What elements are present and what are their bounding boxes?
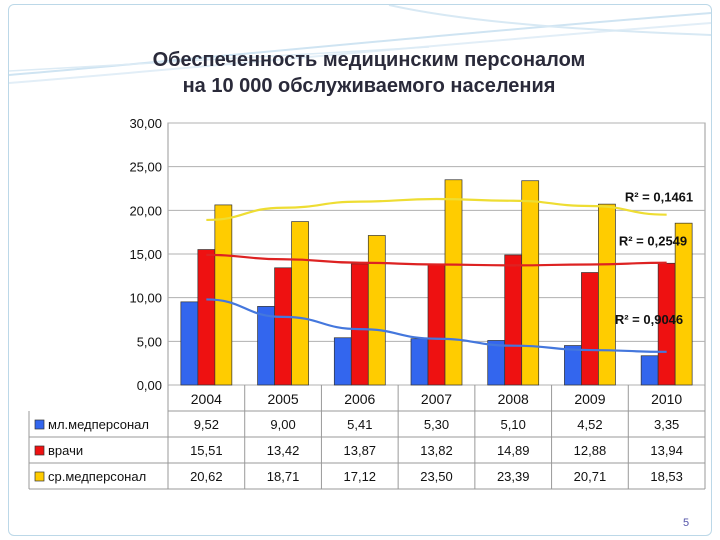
bar-врачи [581,272,599,386]
chart-container: 0,00 5,00 10,00 15,00 20,00 25,00 30,00 R² = 0,… [25,115,711,497]
data-label: 14,89 [497,443,530,458]
r2-label: R² = 0,2549 [619,233,687,248]
bar-врачи [427,263,446,386]
page-number: 5 [683,517,690,529]
bar-мл.медперсонал [180,301,199,386]
bar-ср.медперсонал [444,179,463,386]
x-tick-label: 2008 [498,391,529,407]
data-label: 18,53 [650,469,683,484]
bar-мл.медперсонал [333,337,352,386]
x-tick-label: 2007 [421,391,452,407]
bar-мл.медперсонал [410,338,429,386]
legend-swatch [34,419,45,430]
data-label: 3,35 [654,417,679,432]
trendline-ср.медперсонал [206,197,667,222]
bar-chart: 0,00 5,00 10,00 15,00 20,00 25,00 30,00 R² = 0,… [28,116,706,490]
data-label: 17,12 [344,469,377,484]
bar-врачи [197,249,216,386]
bar-ср.медперсонал [214,204,233,386]
x-tick-label: 2009 [574,391,605,407]
slide-title: Обеспеченность медицинским персоналом на… [69,47,669,99]
decorative-swoosh [9,5,711,84]
data-label: 15,51 [190,443,223,458]
data-label: 4,52 [577,417,602,432]
y-tick-label: 20,00 [129,203,162,218]
data-label: 13,82 [420,443,453,458]
bar-врачи [350,263,369,386]
legend-label: ср.медперсонал [48,469,146,484]
y-tick-label: 10,00 [129,291,162,306]
title-line-2: на 10 000 обслуживаемого населения [182,75,556,97]
legend-label: врачи [48,443,83,458]
data-label: 9,00 [270,417,295,432]
data-label: 20,62 [190,469,223,484]
bar-ср.медперсонал [367,235,386,386]
x-tick-label: 2005 [267,391,298,407]
title-line-1: Обеспеченность медицинским персоналом [152,49,586,71]
y-tick-label: 25,00 [129,160,162,175]
bar-врачи [504,254,523,386]
x-tick-label: 2004 [191,391,222,407]
bar-ср.медперсонал [598,203,616,386]
r2-label: R² = 0,9046 [615,312,683,327]
y-tick-label: 5,00 [137,334,162,349]
bar-мл.медперсонал [257,306,275,386]
data-label: 5,41 [347,417,372,432]
legend-swatch [34,471,45,482]
y-tick-label: 15,00 [129,247,162,262]
bar-мл.медперсонал [640,355,659,386]
r2-label: R² = 0,1461 [625,190,693,205]
bar-мл.медперсонал [564,345,582,386]
data-label: 12,88 [574,443,607,458]
data-label: 23,50 [420,469,453,484]
bar-врачи [274,267,292,386]
y-tick-label: 0,00 [137,378,162,393]
legend-swatch [34,445,45,456]
data-label: 13,42 [267,443,300,458]
data-label: 18,71 [267,469,300,484]
data-label: 5,30 [424,417,449,432]
data-label: 20,71 [574,469,607,484]
data-label: 9,52 [194,417,219,432]
bar-мл.медперсонал [487,340,506,386]
x-tick-label: 2010 [651,391,682,407]
bar-ср.медперсонал [521,180,540,386]
bar-ср.медперсонал [674,222,693,386]
bar-ср.медперсонал [291,221,309,386]
data-label: 5,10 [501,417,526,432]
data-label: 13,94 [650,443,683,458]
trendline-мл.медперсонал [206,298,667,353]
y-tick-label: 30,00 [129,116,162,131]
slide-frame: Обеспеченность медицинским персоналом на… [8,4,712,536]
x-tick-label: 2006 [344,391,375,407]
data-label: 13,87 [344,443,377,458]
legend-label: мл.медперсонал [48,417,149,432]
data-label: 23,39 [497,469,530,484]
trendline-врачи [206,253,667,267]
